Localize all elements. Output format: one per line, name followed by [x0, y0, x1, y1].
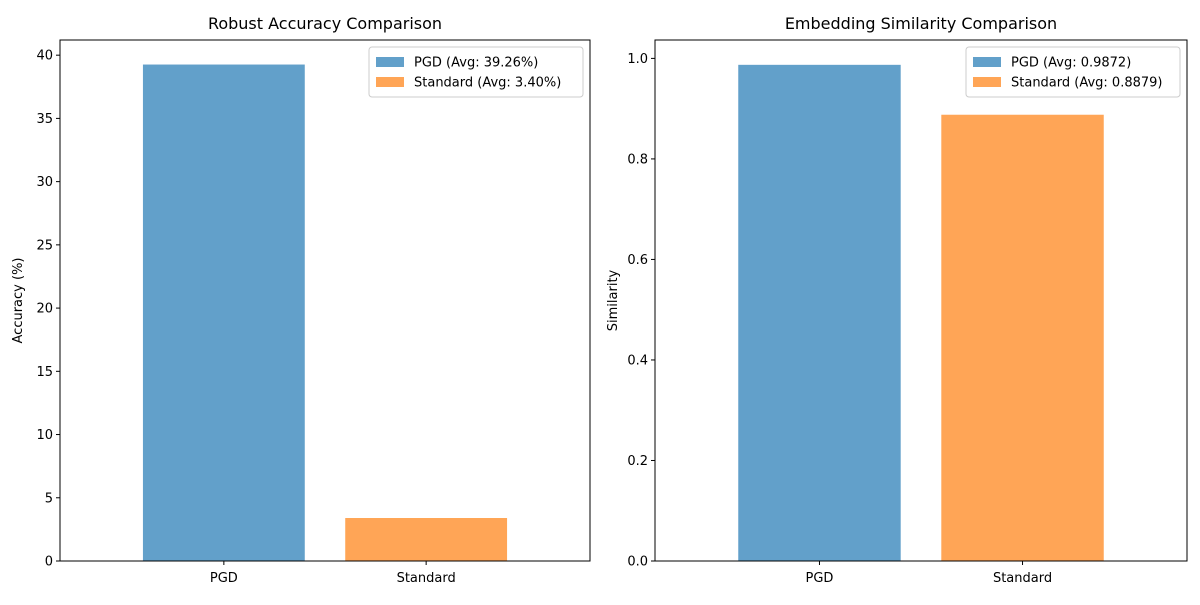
similarity-chart-panel: Embedding Similarity Comparison Similarit…	[606, 14, 1188, 586]
accuracy-x-tick-label: PGD	[210, 571, 238, 586]
similarity-legend-entry: PGD (Avg: 0.9872)	[1011, 56, 1131, 71]
accuracy-legend-swatch	[376, 77, 404, 87]
similarity-y-tick-label: 1.0	[627, 52, 648, 67]
accuracy-legend	[368, 46, 584, 98]
similarity-legend-swatch	[973, 57, 1001, 67]
accuracy-legend-swatch	[376, 57, 404, 67]
similarity-x-tick-label: PGD	[806, 571, 834, 586]
similarity-bar-pgd	[738, 64, 901, 561]
accuracy-y-tick-label: 40	[36, 49, 53, 64]
accuracy-y-axis-label: Accuracy (%)	[11, 258, 26, 344]
accuracy-chart-title: Robust Accuracy Comparison	[208, 14, 442, 33]
accuracy-chart-panel: Robust Accuracy Comparison Accuracy (%) PG…	[11, 14, 591, 586]
accuracy-y-tick-label: 5	[45, 491, 53, 506]
similarity-y-tick-label: 0.0	[627, 555, 648, 570]
similarity-y-tick-label: 0.8	[627, 152, 648, 167]
similarity-axes-frame	[654, 39, 1188, 562]
similarity-y-tick-label: 0.6	[627, 253, 648, 268]
accuracy-y-tick-label: 25	[36, 238, 53, 253]
accuracy-y-tick-label: 20	[36, 302, 53, 317]
similarity-y-tick-label: 0.4	[627, 353, 648, 368]
similarity-legend-entry: Standard (Avg: 0.8879)	[1011, 76, 1163, 91]
similarity-legend	[965, 46, 1181, 98]
accuracy-y-tick-label: 10	[36, 428, 53, 443]
accuracy-legend-entry: PGD (Avg: 39.26%)	[414, 56, 538, 71]
accuracy-y-tick-label: 35	[36, 112, 53, 127]
similarity-bar-standard	[941, 114, 1104, 562]
accuracy-legend-entry: Standard (Avg: 3.40%)	[414, 76, 561, 91]
similarity-chart-title: Embedding Similarity Comparison	[785, 14, 1057, 33]
accuracy-y-tick-label: 30	[36, 175, 53, 190]
accuracy-bar-pgd	[142, 64, 305, 561]
similarity-y-tick-label: 0.2	[627, 454, 648, 469]
similarity-x-tick-label: Standard	[993, 571, 1052, 586]
accuracy-x-tick-label: Standard	[397, 571, 456, 586]
accuracy-y-tick-label: 0	[45, 555, 53, 570]
accuracy-bar-standard	[345, 518, 508, 561]
accuracy-axes-frame	[59, 39, 591, 562]
accuracy-y-tick-label: 15	[36, 365, 53, 380]
similarity-y-axis-label: Similarity	[606, 269, 621, 331]
similarity-legend-swatch	[973, 77, 1001, 87]
